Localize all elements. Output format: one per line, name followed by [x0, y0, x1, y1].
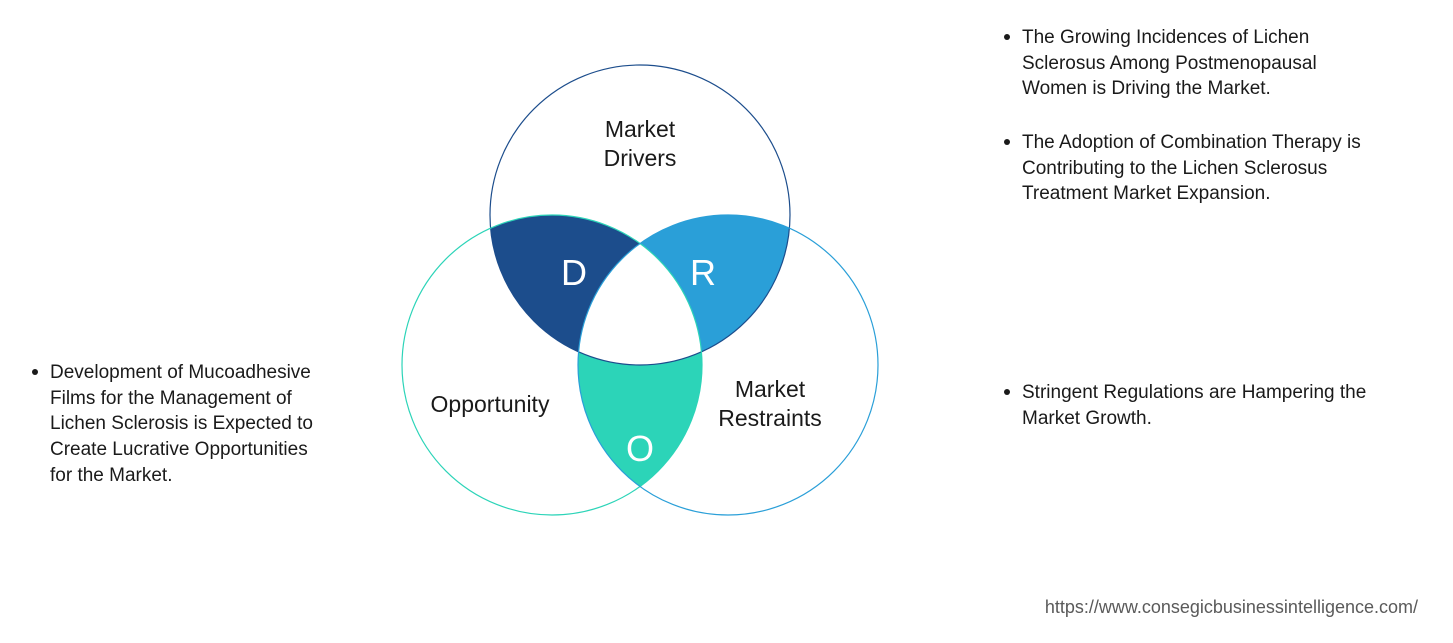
venn-diagram: MarketDrivers Opportunity MarketRestrain…	[360, 20, 920, 580]
restraint-bullet-1: Stringent Regulations are Hampering the …	[1000, 380, 1380, 431]
letter-o: O	[626, 428, 654, 470]
letter-r: R	[690, 252, 716, 294]
bullets-drivers: The Growing Incidences of Lichen Scleros…	[1000, 25, 1380, 235]
label-market-restraints: MarketRestraints	[705, 375, 835, 433]
drivers-list: The Growing Incidences of Lichen Scleros…	[1000, 25, 1380, 207]
venn-svg	[360, 20, 920, 580]
bullets-restraints: Stringent Regulations are Hampering the …	[1000, 380, 1380, 459]
letter-d: D	[561, 252, 587, 294]
opportunity-list: Development of Mucoadhesive Films for th…	[28, 360, 328, 488]
label-opportunity: Opportunity	[415, 390, 565, 419]
driver-bullet-2: The Adoption of Combination Therapy is C…	[1000, 130, 1380, 207]
restraints-list: Stringent Regulations are Hampering the …	[1000, 380, 1380, 431]
footer-url: https://www.consegicbusinessintelligence…	[1045, 597, 1418, 618]
opportunity-bullet-1: Development of Mucoadhesive Films for th…	[28, 360, 328, 488]
driver-bullet-1: The Growing Incidences of Lichen Scleros…	[1000, 25, 1380, 102]
label-market-drivers: MarketDrivers	[580, 115, 700, 173]
bullets-opportunity: Development of Mucoadhesive Films for th…	[28, 360, 328, 516]
diagram-container: MarketDrivers Opportunity MarketRestrain…	[0, 0, 1453, 643]
